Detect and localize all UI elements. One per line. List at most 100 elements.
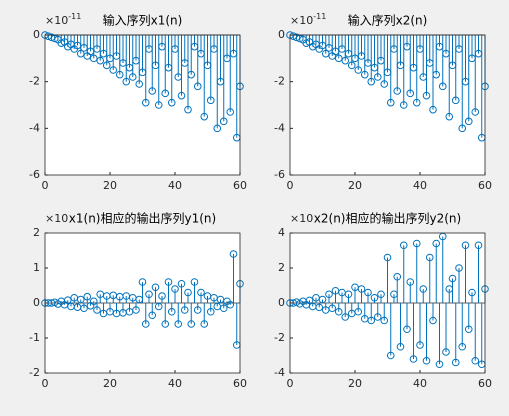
stem-marker (229, 250, 238, 258)
stem-marker (412, 98, 421, 107)
stem-marker (354, 307, 363, 316)
stem-marker (344, 290, 353, 299)
stem-marker (180, 306, 189, 314)
stem-marker (305, 296, 314, 305)
y-multiplier-base: ×10 (290, 14, 313, 27)
stem-marker (341, 313, 350, 321)
y-multiplier-exponent: -11 (68, 12, 81, 21)
x-tick-label: 0 (287, 377, 294, 390)
y-tick-label: 2 (33, 226, 40, 239)
stem-marker (464, 117, 473, 126)
y-multiplier-base: ×10 (45, 212, 68, 225)
stem-marker (200, 320, 209, 328)
stem-marker (360, 70, 369, 79)
stem-marker (455, 264, 463, 272)
stem-marker (96, 56, 105, 65)
x-tick-label: 0 (287, 179, 294, 192)
stem-marker (190, 278, 199, 286)
stem-marker (171, 285, 179, 293)
stem-marker (354, 66, 363, 74)
stem-marker (321, 49, 330, 58)
stem-marker (406, 278, 415, 286)
stem-marker (213, 124, 222, 133)
stem-marker (76, 295, 85, 304)
stem-marker (429, 316, 437, 325)
stem-marker (429, 105, 437, 114)
stem-marker (200, 112, 209, 121)
stem-marker (471, 108, 480, 116)
stem-marker (370, 293, 379, 302)
stem-marker (458, 124, 467, 133)
y-multiplier-base: ×10 (290, 212, 313, 225)
stem-marker (403, 325, 411, 334)
stem-marker (187, 320, 196, 328)
stem-marker (458, 342, 467, 351)
stem-marker (419, 285, 428, 293)
stem-marker (334, 54, 343, 63)
stem-marker (367, 316, 376, 325)
stem-marker (318, 295, 327, 304)
stem-marker (132, 306, 140, 314)
stem-marker (161, 320, 170, 328)
y-tick-label: 4 (278, 226, 285, 239)
y-tick-label: -2 (274, 331, 285, 344)
stem-marker (334, 307, 343, 316)
x-tick-label: 60 (478, 179, 492, 192)
stem-marker (393, 87, 402, 95)
axes-box (44, 34, 241, 176)
stem-marker (197, 288, 205, 297)
stem-marker (177, 91, 186, 100)
stem-marker (435, 360, 444, 369)
stem-marker (357, 285, 366, 293)
stem-marker (315, 303, 324, 312)
stem-marker (461, 241, 470, 250)
stem-marker (167, 307, 176, 316)
stem-marker (57, 39, 66, 47)
y-tick-label: -2 (29, 366, 40, 379)
stem-marker (399, 241, 408, 250)
stem-marker (380, 80, 389, 88)
stem-marker (122, 77, 131, 86)
x-tick-label: 0 (42, 179, 49, 192)
stem-marker (177, 279, 186, 288)
stem-marker (328, 304, 337, 313)
stem-marker (448, 274, 457, 283)
x-tick-label: 40 (168, 377, 182, 390)
y-tick-label: -2 (29, 75, 40, 88)
stem-marker (102, 61, 111, 70)
stem-marker (154, 101, 163, 109)
stem-marker (187, 70, 196, 79)
x-tick-label: 40 (413, 179, 427, 192)
stem-marker (145, 290, 153, 299)
stem-marker (416, 341, 424, 349)
stem-marker (451, 358, 460, 367)
stem-marker (141, 98, 150, 107)
stem-marker (128, 73, 137, 81)
stem-marker (219, 304, 228, 313)
x-tick-label: 20 (348, 179, 362, 192)
stem-marker (135, 80, 144, 88)
stem-marker (193, 306, 202, 314)
stem-marker (226, 300, 235, 309)
stem-marker (76, 49, 85, 58)
stem-marker (80, 304, 88, 313)
y-tick-label: 2 (278, 261, 285, 274)
stem-marker (442, 348, 450, 356)
axes-box (289, 34, 486, 176)
stem-marker (425, 253, 434, 262)
x-tick-label: 60 (233, 179, 247, 192)
stem-marker (138, 278, 147, 286)
stem-marker (226, 108, 235, 116)
stem-marker (164, 278, 173, 286)
stem-marker (438, 82, 447, 91)
y-tick-label: -4 (274, 366, 285, 379)
chart-title: x2(n)相应的输出序列y2(n) (314, 211, 461, 226)
stem-marker (154, 302, 163, 311)
stem-marker (206, 96, 215, 105)
stem-marker (393, 272, 402, 281)
stem-marker (219, 117, 228, 126)
x-tick-label: 60 (478, 377, 492, 390)
y-multiplier: ×10-11 (290, 12, 326, 28)
stem-marker (325, 290, 333, 299)
